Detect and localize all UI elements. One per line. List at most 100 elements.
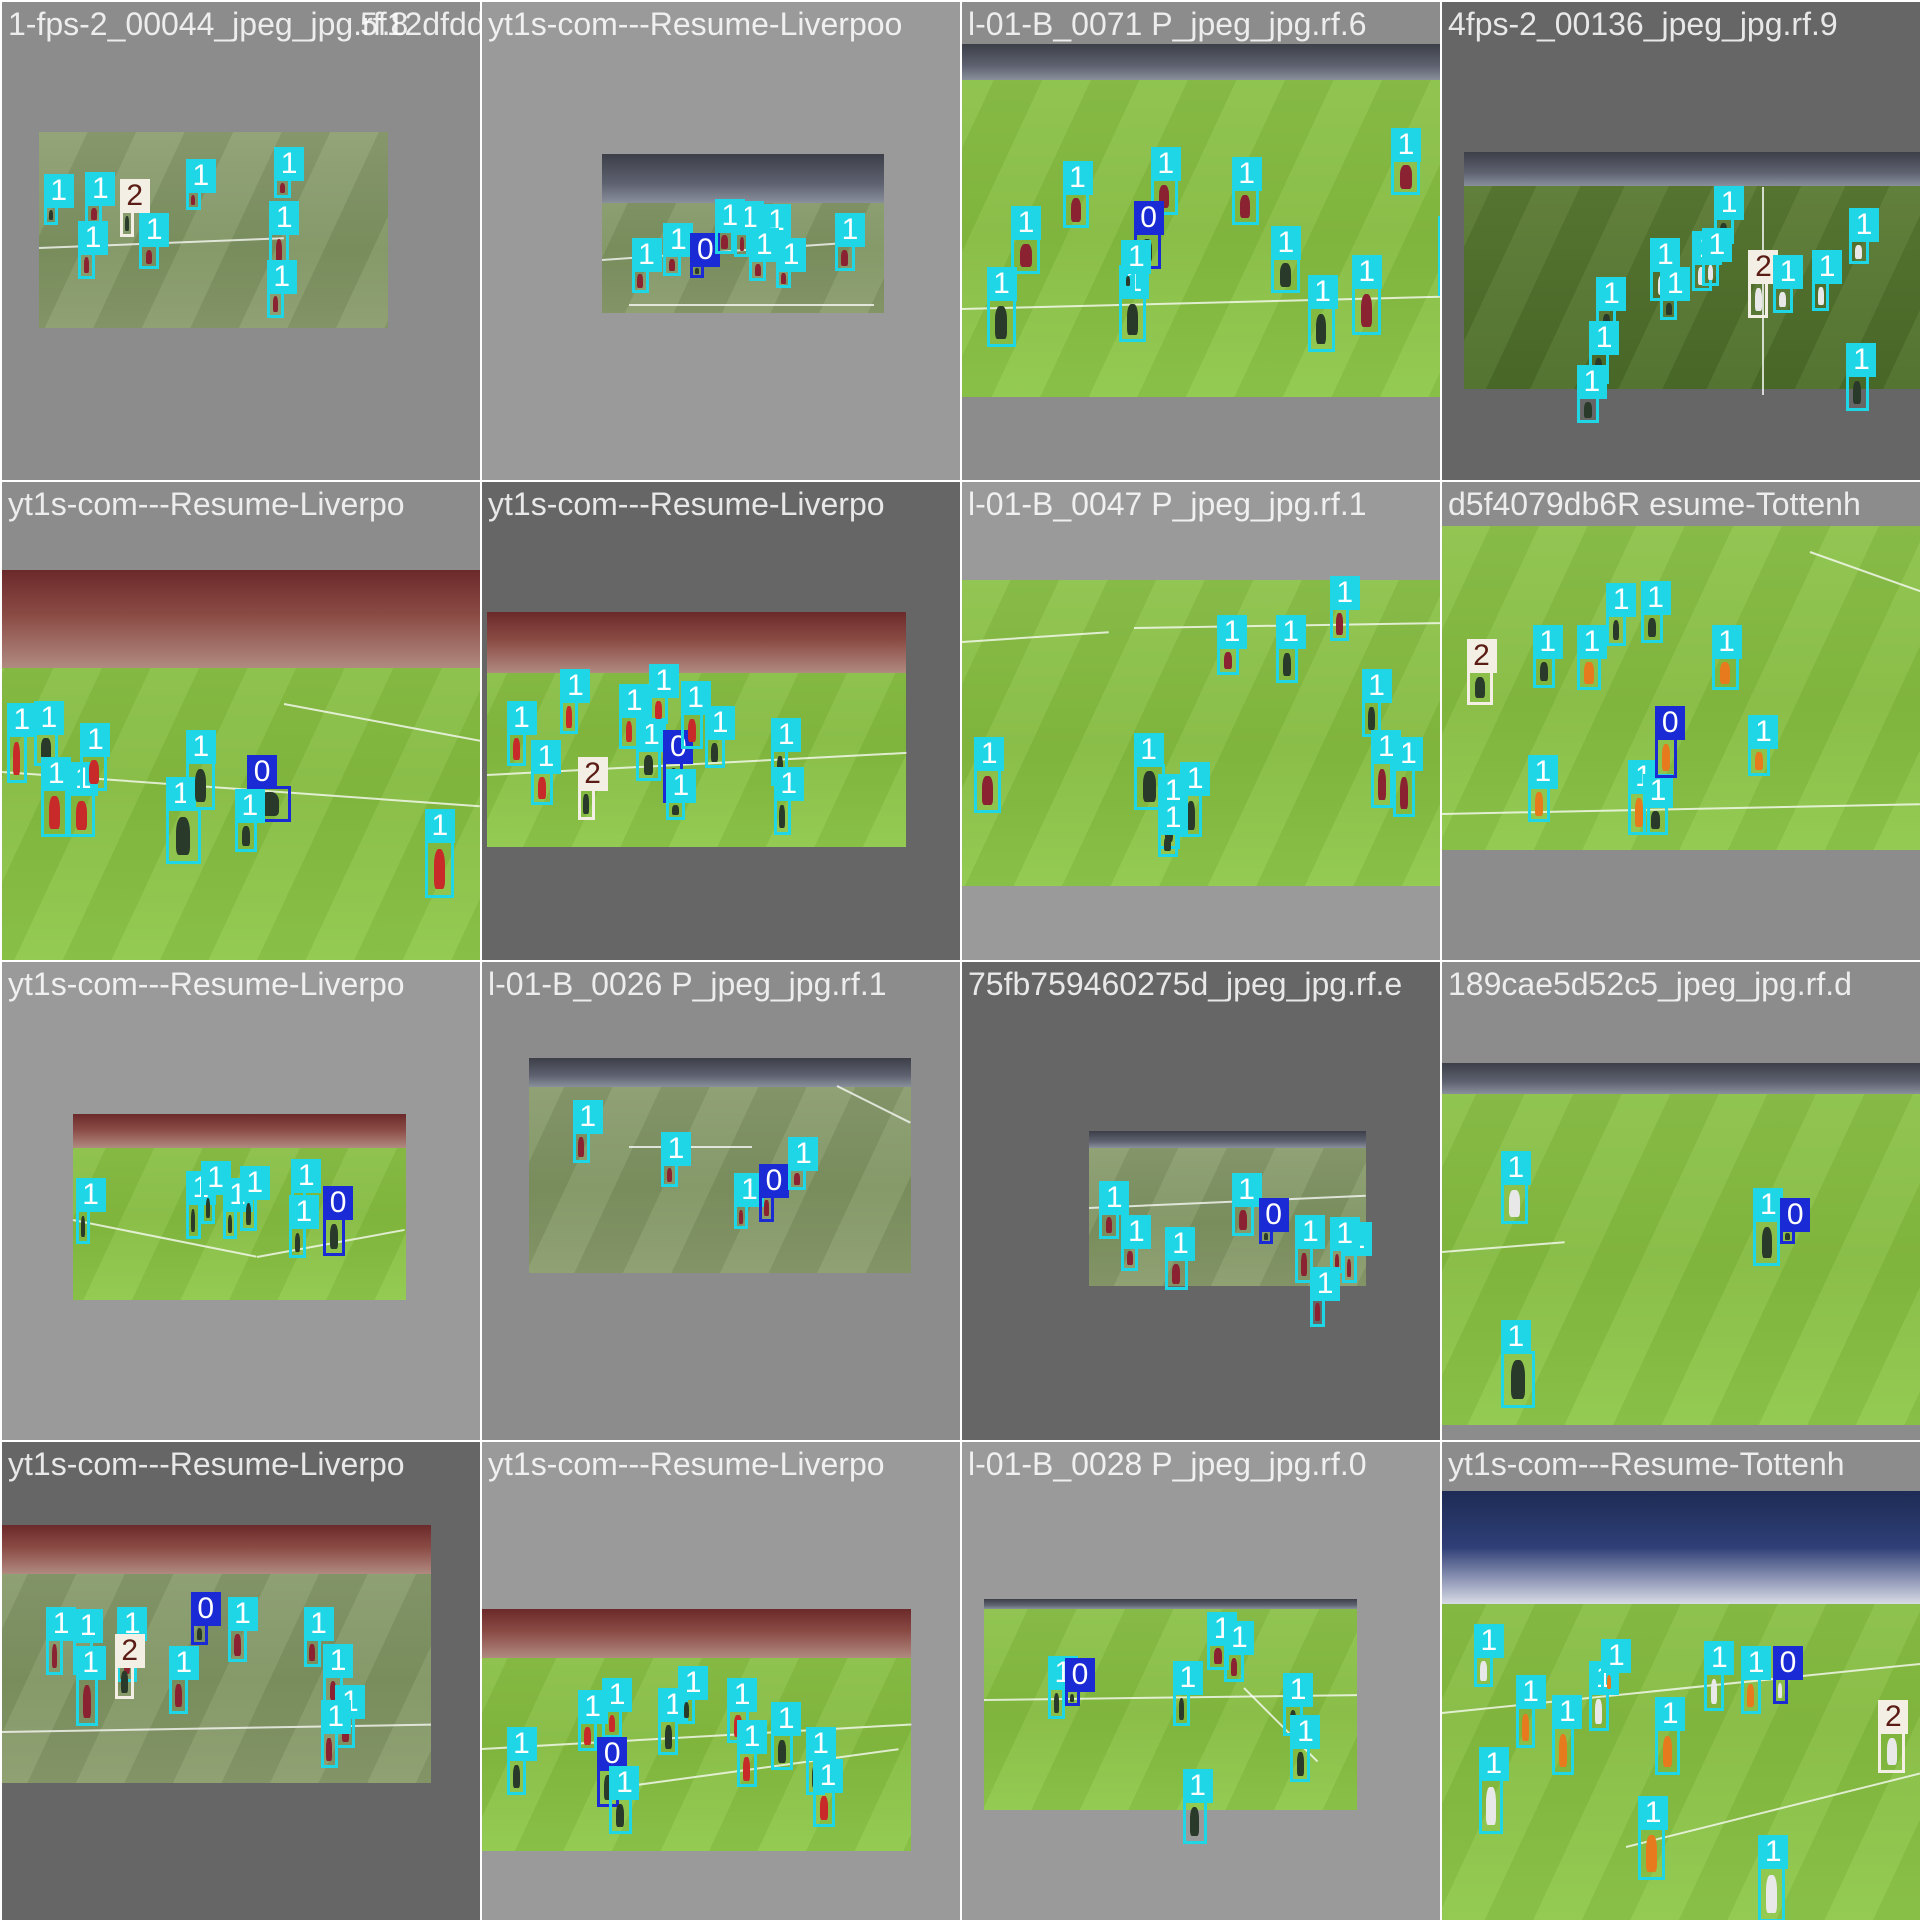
player-figure: [227, 1215, 233, 1233]
mosaic-tile: 11111110yt1s-com---Resume-Liverpo: [2, 962, 480, 1440]
class-label: 1: [812, 1758, 843, 1793]
player-figure: [1336, 613, 1343, 635]
player-figure: [1650, 811, 1660, 829]
class-label: 1: [1270, 225, 1301, 260]
player-figure: [538, 777, 547, 799]
player-figure: [1510, 1360, 1526, 1399]
player-figure: [433, 848, 446, 890]
detection-box-class-1: 1: [1655, 1697, 1686, 1776]
tile-filename: l-01-B_0026 P_jpeg_jpg.rf.1: [488, 966, 887, 1002]
detection-box-class-1: 1: [234, 788, 265, 852]
class-label: 1: [1643, 774, 1673, 809]
class-label: 1: [1500, 1320, 1531, 1355]
detection-box-class-1: 1: [1371, 730, 1402, 808]
player-figure: [604, 1774, 613, 1800]
detection-box-class-1: 1: [1307, 274, 1338, 353]
class-label: 1: [1351, 255, 1382, 290]
player-figure: [1127, 1251, 1133, 1266]
class-label: 1: [1589, 321, 1620, 356]
stadium-stands: [73, 1113, 407, 1149]
class-label: 1: [323, 1643, 354, 1678]
player-figure: [1347, 1259, 1352, 1277]
detection-box-class-0: 0: [1064, 1658, 1095, 1707]
detection-box-class-1: 1: [266, 259, 297, 318]
class-label: 1: [1275, 614, 1306, 649]
detection-box-class-1: 1: [736, 1719, 767, 1788]
tile-filename: yt1s-com---Resume-Liverpo: [488, 486, 885, 522]
player-figure: [1698, 267, 1706, 286]
player-figure: [644, 754, 654, 775]
player-figure: [1665, 303, 1672, 316]
player-figure: [1778, 1682, 1783, 1699]
class-label: 0: [758, 1163, 789, 1198]
player-figure: [743, 1757, 751, 1781]
player-figure: [41, 738, 51, 760]
detection-box-class-1: 1: [1473, 1623, 1504, 1687]
detection-box-class-1: 1: [1701, 228, 1732, 287]
class-label: 1: [1121, 240, 1152, 275]
player-figure: [1662, 743, 1671, 771]
player-figure: [76, 800, 87, 830]
stadium-stands: [486, 611, 907, 674]
detection-box-class-1: 1: [1329, 575, 1360, 641]
stadium-stands: [1442, 1491, 1920, 1604]
detection-box-class-1: 1: [734, 201, 765, 257]
player-figure: [666, 1167, 673, 1182]
tile-filename: l-01-B_0047 P_jpeg_jpg.rf.1: [968, 486, 1367, 522]
player-figure: [583, 794, 589, 814]
class-label: 1: [619, 683, 650, 718]
detection-box-class-2: 2: [114, 1633, 145, 1700]
class-label: 0: [1064, 1658, 1095, 1693]
class-label: 0: [1655, 705, 1686, 740]
player-figure: [739, 1209, 744, 1224]
player-figure: [1399, 165, 1412, 189]
class-label: 1: [80, 722, 111, 757]
class-label: 1: [320, 1699, 351, 1734]
detection-box-class-1: 1: [680, 681, 711, 749]
class-label: 1: [834, 213, 865, 248]
player-figure: [1710, 1679, 1718, 1705]
player-figure: [1647, 617, 1656, 638]
class-label: 1: [1390, 127, 1421, 162]
player-figure: [1105, 1217, 1113, 1234]
detection-box-class-1: 1: [68, 761, 99, 838]
detection-box-class-1: 1: [1515, 1675, 1546, 1749]
player-figure: [1296, 1752, 1304, 1776]
player-figure: [669, 259, 675, 272]
class-label: 1: [1527, 754, 1558, 789]
class-label: 1: [1758, 1834, 1789, 1869]
tile-filename: yt1s-com---Resume-Liverpo: [8, 1446, 405, 1482]
player-figure: [1559, 1734, 1568, 1767]
player-figure: [241, 826, 250, 846]
detection-box-class-1: 1: [1099, 1180, 1130, 1239]
detection-box-class-1: 1: [1704, 1641, 1735, 1712]
class-label: 1: [424, 808, 455, 843]
detection-box-class-1: 1: [323, 1643, 354, 1707]
detection-box-class-1: 1: [1643, 774, 1673, 835]
detection-box-class-1: 1: [77, 220, 108, 279]
detection-box-class-1: 1: [1231, 156, 1262, 225]
class-label: 1: [1748, 715, 1779, 750]
player-figure: [1747, 1683, 1755, 1708]
class-label: 1: [1596, 277, 1627, 312]
mosaic-tile: 1 1 1 1 1 1 1 1 1 1 1 l-01-B_0047 P_jpeg_jpg.rf.1: [962, 482, 1440, 960]
mosaic-tile: 1 1 1 2 1 1 1 0 1 1 1 1 1 yt1s-com---Resume-Liverpo: [482, 482, 960, 960]
detection-box-class-1: 1: [1361, 668, 1392, 737]
detection-box-class-1: 1: [1589, 1660, 1620, 1731]
detection-box-class-1: 1: [1437, 215, 1440, 296]
pitch-frame: [2, 1525, 431, 1783]
class-label: 1: [6, 703, 37, 738]
player-figure: [1143, 771, 1156, 803]
player-figure: [1480, 1661, 1488, 1681]
player-figure: [194, 769, 207, 802]
player-figure: [326, 1737, 333, 1761]
class-label: 1: [572, 1099, 603, 1134]
player-figure: [1019, 243, 1032, 268]
player-figure: [1400, 776, 1409, 810]
detection-box-class-2: 2: [119, 179, 150, 237]
detection-box-class-1: 1: [577, 1690, 608, 1751]
detection-box-class-1: 1: [1121, 1215, 1152, 1271]
class-label: 1: [1812, 250, 1843, 285]
detection-box-class-1: 1: [1848, 208, 1879, 264]
player-figure: [275, 238, 283, 263]
